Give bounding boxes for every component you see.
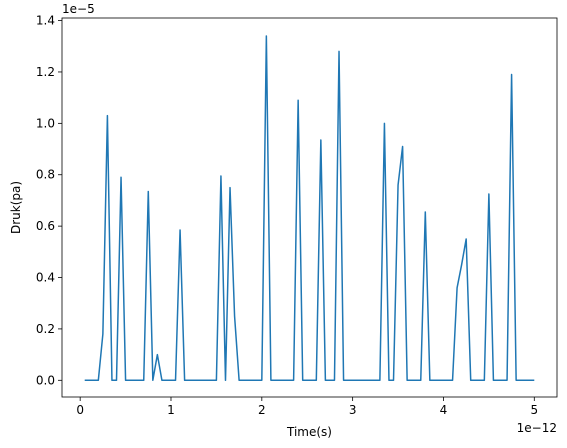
y-axis-ticks: 0.0 0.2 0.4 0.6 0.8 1.0 1.2 1.4 xyxy=(36,14,62,387)
y-tick-label: 0.4 xyxy=(36,271,55,285)
x-tick-label: 3 xyxy=(349,403,357,417)
y-tick-label: 0.6 xyxy=(36,219,55,233)
y-axis-label: Druk(pa) xyxy=(9,181,23,234)
x-axis-offset-label: 1e−12 xyxy=(517,421,557,435)
y-tick-label: 0.2 xyxy=(36,322,55,336)
y-tick-label: 0.8 xyxy=(36,168,55,182)
y-tick-label: 1.2 xyxy=(36,65,55,79)
y-axis-offset-label: 1e−5 xyxy=(62,2,95,16)
x-tick-label: 0 xyxy=(76,403,84,417)
x-tick-label: 1 xyxy=(167,403,175,417)
y-tick-label: 1.0 xyxy=(36,116,55,130)
x-tick-label: 5 xyxy=(530,403,538,417)
x-tick-label: 2 xyxy=(258,403,266,417)
plot-area xyxy=(61,17,558,398)
y-tick-label: 1.4 xyxy=(36,14,55,28)
x-axis-label: Time(s) xyxy=(286,425,332,439)
series-line-0 xyxy=(84,35,535,382)
plot-frame xyxy=(61,17,558,398)
x-axis-ticks: 0 1 2 3 4 5 xyxy=(76,397,538,417)
y-tick-label: 0.0 xyxy=(36,373,55,387)
x-tick-label: 4 xyxy=(440,403,448,417)
